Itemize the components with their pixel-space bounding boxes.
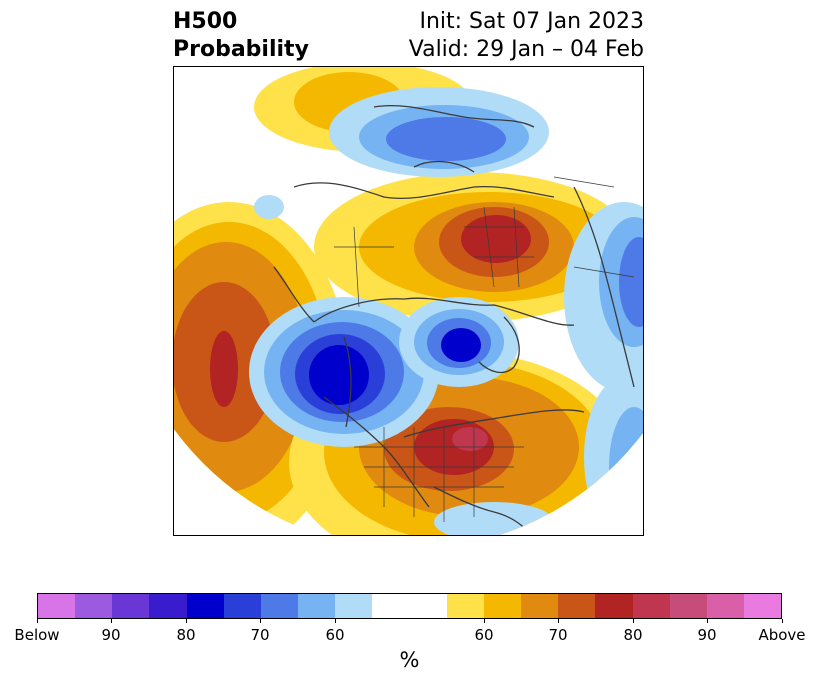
colorbar-tickmark (781, 619, 783, 623)
colorbar-tickmark (483, 619, 485, 623)
colorbar-segment (75, 594, 113, 618)
colorbar-segment (372, 594, 410, 618)
colorbar-segment (260, 594, 299, 618)
below-normal-greenland (399, 297, 519, 387)
colorbar-tick-labels: Below 90 80 70 60 60 70 80 90 Above (0, 626, 819, 648)
colorbar-segment (595, 594, 633, 618)
colorbar-unit-label: % (399, 648, 420, 672)
tick-label: 70 (250, 626, 270, 644)
colorbar-segment (632, 594, 670, 618)
colorbar-tickmark (557, 619, 559, 623)
colorbar-tickmark (259, 619, 261, 623)
init-date: Init: Sat 07 Jan 2023 (419, 9, 644, 34)
colorbar-segment (521, 594, 559, 618)
below-normal-northern-africa (329, 87, 549, 177)
colorbar-tickmark (36, 619, 38, 623)
colorbar-tickmark (706, 619, 708, 623)
colorbar-tickmark (110, 619, 112, 623)
political-borders (334, 176, 635, 522)
probability-map (173, 66, 644, 536)
tick-label: 80 (176, 626, 196, 644)
colorbar-tickmark (185, 619, 187, 623)
title-quantity: Probability (173, 37, 309, 62)
title-variable: H500 (173, 9, 238, 34)
tick-label: Above (758, 626, 806, 644)
colorbar-segment (743, 594, 782, 618)
colorbar-tickmark (632, 619, 634, 623)
colorbar-segment (186, 594, 224, 618)
tick-label: 90 (697, 626, 717, 644)
coastlines (273, 104, 635, 535)
colorbar-segment (409, 594, 447, 618)
tick-label: Below (14, 626, 60, 644)
below-normal-west-canada (249, 297, 439, 447)
colorbar-segment (335, 594, 373, 618)
colorbar-segment (112, 594, 150, 618)
colorbar-segment (558, 594, 596, 618)
colorbar (37, 593, 782, 619)
map-canvas (174, 67, 643, 535)
colorbar-tickmark (334, 619, 336, 623)
colorbar-segment (223, 594, 261, 618)
tick-label: 60 (325, 626, 345, 644)
colorbar-segment (38, 594, 76, 618)
tick-label: 90 (101, 626, 121, 644)
colorbar-segment (706, 594, 744, 618)
colorbar-segment (483, 594, 522, 618)
chart-title-right: Init: Sat 07 Jan 2023 Valid: 29 Jan – 04… (409, 8, 644, 64)
colorbar-segment (298, 594, 336, 618)
colorbar-segment (149, 594, 187, 618)
tick-label: 80 (623, 626, 643, 644)
colorbar-segment (669, 594, 707, 618)
above-normal-eurasia (314, 172, 634, 322)
colorbar-segment (446, 594, 484, 618)
tick-label: 60 (474, 626, 494, 644)
valid-range: Valid: 29 Jan – 04 Feb (408, 37, 644, 62)
tick-label: 70 (548, 626, 568, 644)
chart-title-left: H500 Probability (173, 8, 309, 64)
